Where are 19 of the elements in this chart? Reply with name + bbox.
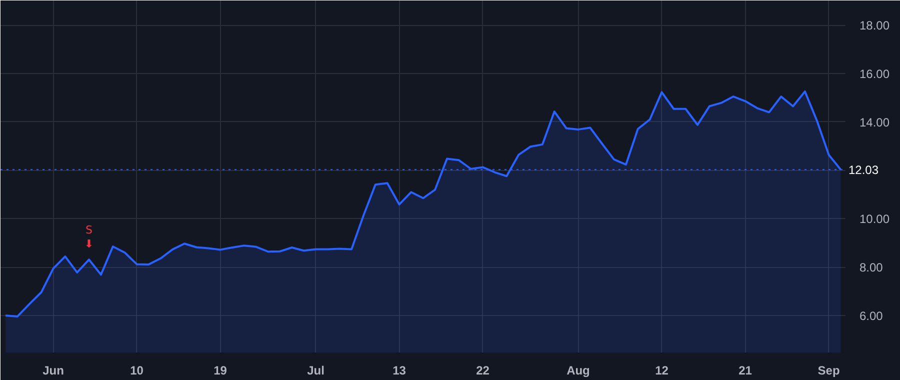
x-tick-label: 12 [655,364,669,378]
x-tick-label: Aug [566,364,590,378]
annotation: S [86,224,93,237]
x-tick-label: 19 [214,364,228,378]
x-tick-label: 22 [476,364,490,378]
y-tick-label: 10.00 [860,212,890,226]
x-tick-label: Sep [818,364,840,378]
x-tick-label: Jun [42,364,64,378]
y-tick-label: 18.00 [860,18,890,33]
annotation: ⬇ [84,238,94,251]
y-tick-label: 14.00 [860,115,890,130]
x-tick-label: 13 [392,364,406,378]
y-tick-label: 16.00 [860,67,890,82]
x-tick-label: Jul [307,364,324,378]
y-tick-label: 8.00 [860,260,884,275]
x-tick-label: 10 [130,364,144,378]
y-tick-label: 6.00 [860,308,884,323]
x-tick-label: 21 [738,364,752,378]
ref-line-label: 12.03 [848,163,879,178]
